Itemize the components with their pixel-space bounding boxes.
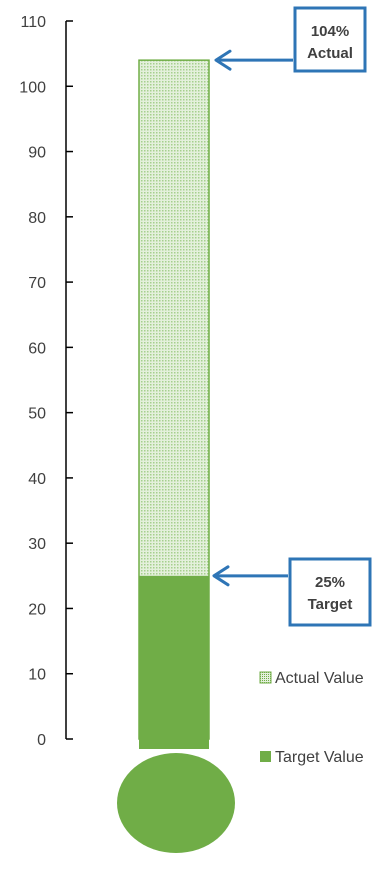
y-tick-label: 100 (19, 79, 46, 96)
y-tick-label: 70 (28, 275, 46, 292)
callout-arrowhead-actual (214, 49, 232, 71)
y-tick-label: 40 (28, 471, 46, 488)
y-tick-label: 50 (28, 406, 46, 423)
y-tick-label: 30 (28, 536, 46, 553)
y-tick-label: 90 (28, 145, 46, 162)
y-axis: 0 10 20 30 40 50 60 70 80 90 100 110 (19, 14, 73, 749)
callout-box-target (288, 557, 372, 627)
y-tick-label: 0 (37, 732, 46, 749)
y-tick-label: 110 (20, 14, 46, 31)
y-tick-label: 60 (28, 340, 46, 357)
legend-label-target: Target Value (275, 749, 364, 766)
callout-box-actual (293, 6, 367, 73)
y-tick-label: 10 (28, 667, 46, 684)
callout-arrowhead-target (212, 565, 230, 587)
y-tick-label: 80 (28, 210, 46, 227)
legend: Actual Value Target Value (259, 670, 364, 766)
legend-swatch-target (260, 751, 271, 762)
callouts: 104% Actual 25% Target (212, 6, 372, 627)
y-tick-label: 20 (28, 601, 46, 618)
thermometer-bulb (117, 753, 235, 853)
legend-swatch-actual (259, 671, 272, 684)
callout-value-actual: 104% (311, 23, 349, 40)
callout-label-target: Target (308, 596, 353, 613)
bars (117, 59, 235, 853)
callout-value-target: 25% (315, 574, 345, 591)
bar-target-value (139, 575, 209, 749)
callout-label-actual: Actual (307, 45, 353, 62)
legend-label-actual: Actual Value (275, 670, 364, 687)
